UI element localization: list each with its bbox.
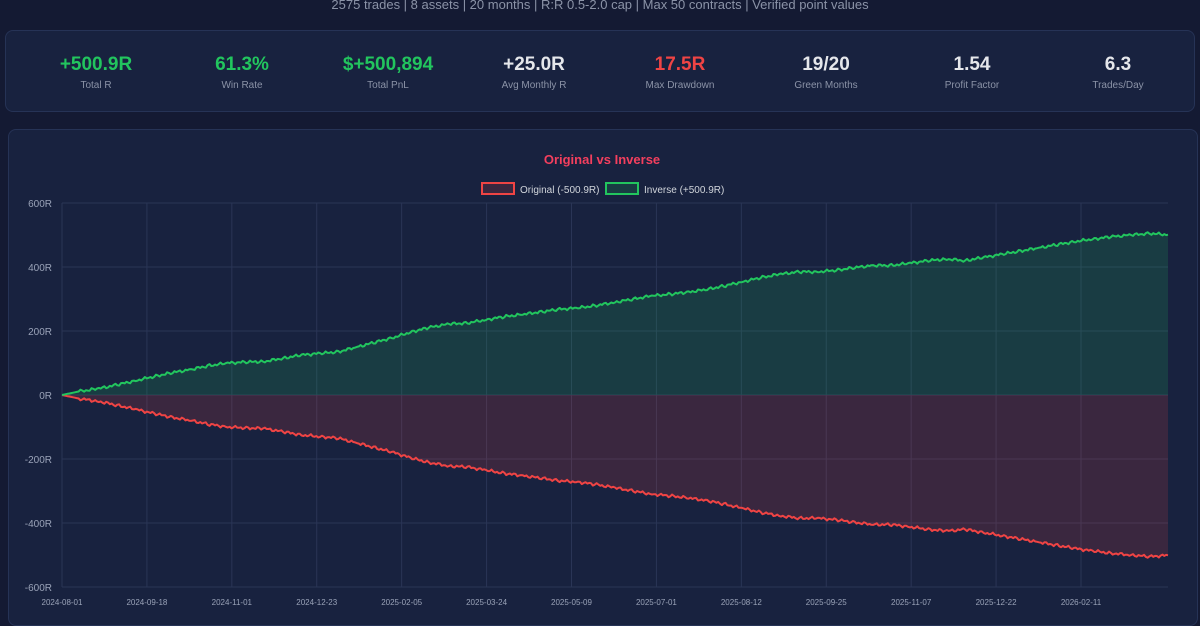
y-tick-label: 0R: [39, 391, 52, 402]
stat-label: Total PnL: [367, 80, 409, 91]
equity-chart-panel: [8, 129, 1198, 626]
chart-title: Original vs Inverse: [544, 152, 660, 167]
y-axis-ticks: 600R 400R 200R 0R -200R -400R -600R: [25, 199, 52, 594]
stat-label: Trades/Day: [1092, 80, 1144, 91]
x-tick-label: 2025-07-01: [636, 598, 677, 607]
stat-label: Avg Monthly R: [501, 80, 567, 91]
stat-value: 6.3: [1104, 54, 1132, 75]
line-inverse: [61, 231, 1169, 396]
x-tick-label: 2024-09-18: [126, 598, 167, 607]
legend-swatch-inverse: [605, 182, 639, 195]
stat-value: +500.9R: [59, 54, 133, 75]
stat-value: +25.0R: [503, 54, 565, 75]
area-inverse: [62, 232, 1168, 395]
x-tick-label: 2025-02-05: [381, 598, 422, 607]
stat-label: Total R: [80, 80, 112, 91]
chart-areas: [62, 232, 1168, 558]
legend-label-original: Original (-500.9R): [520, 185, 599, 196]
chart-lines: [61, 231, 1169, 559]
line-original: [61, 394, 1169, 559]
x-tick-label: 2024-12-23: [296, 598, 337, 607]
x-axis-ticks: 2024-08-01 2024-09-18 2024-11-01 2024-12-23…: [42, 598, 1102, 607]
chart-legend[interactable]: Original (-500.9R) Inverse (+500.9R): [481, 182, 724, 196]
x-tick-label: 2025-11-07: [891, 598, 932, 607]
stat-value: $+500,894: [342, 54, 434, 75]
stat-label: Max Drawdown: [645, 80, 715, 91]
stats-panel: +500.9R Total R 61.3% Win Rate $+500,894…: [5, 30, 1195, 112]
y-tick-label: 600R: [28, 199, 52, 210]
y-tick-label: 400R: [28, 263, 52, 274]
x-tick-label: 2025-12-22: [976, 598, 1017, 607]
stat-value: 1.54: [953, 54, 991, 75]
stat-label: Profit Factor: [944, 80, 1000, 91]
x-tick-label: 2024-11-01: [212, 598, 253, 607]
y-tick-label: -600R: [25, 583, 52, 594]
x-tick-label: 2025-05-09: [551, 598, 592, 607]
area-original: [62, 395, 1168, 558]
y-tick-label: -200R: [25, 455, 52, 466]
stat-label: Green Months: [794, 80, 858, 91]
stat-value: 61.3%: [215, 54, 269, 75]
report-subtitle: 2575 trades | 8 assets | 20 months | R:R…: [331, 0, 869, 12]
chart-grid: [61, 202, 1168, 588]
stat-value: 19/20: [802, 54, 850, 75]
x-tick-label: 2025-08-12: [721, 598, 762, 607]
x-tick-label: 2026-02-11: [1061, 598, 1102, 607]
legend-swatch-original: [481, 182, 515, 195]
legend-label-inverse: Inverse (+500.9R): [644, 185, 724, 196]
x-tick-label: 2024-08-01: [42, 598, 83, 607]
y-tick-label: 200R: [28, 327, 52, 338]
x-tick-label: 2025-03-24: [466, 598, 507, 607]
x-tick-label: 2025-09-25: [806, 598, 847, 607]
stat-label: Win Rate: [221, 80, 263, 91]
y-tick-label: -400R: [25, 519, 52, 530]
stat-value: 17.5R: [654, 54, 706, 75]
